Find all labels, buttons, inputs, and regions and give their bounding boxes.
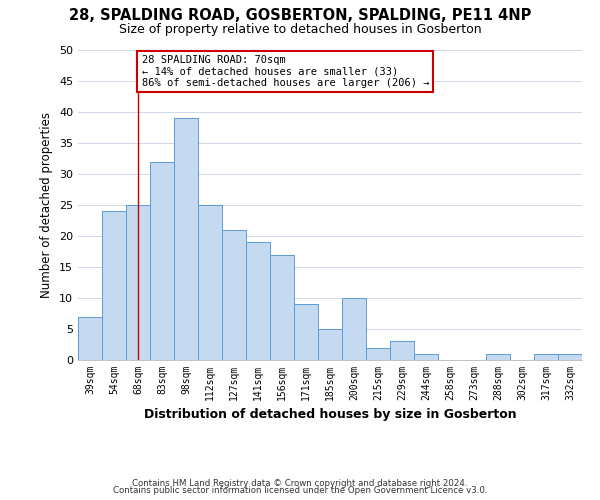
Bar <box>318 329 342 360</box>
Bar <box>558 354 582 360</box>
Bar <box>246 242 270 360</box>
Bar <box>150 162 174 360</box>
Bar <box>270 254 294 360</box>
Bar <box>342 298 366 360</box>
Text: Contains public sector information licensed under the Open Government Licence v3: Contains public sector information licen… <box>113 486 487 495</box>
Bar <box>198 205 222 360</box>
X-axis label: Distribution of detached houses by size in Gosberton: Distribution of detached houses by size … <box>143 408 517 422</box>
Text: 28, SPALDING ROAD, GOSBERTON, SPALDING, PE11 4NP: 28, SPALDING ROAD, GOSBERTON, SPALDING, … <box>69 8 531 22</box>
Bar <box>174 118 198 360</box>
Text: Size of property relative to detached houses in Gosberton: Size of property relative to detached ho… <box>119 22 481 36</box>
Bar <box>102 211 126 360</box>
Text: 28 SPALDING ROAD: 70sqm
← 14% of detached houses are smaller (33)
86% of semi-de: 28 SPALDING ROAD: 70sqm ← 14% of detache… <box>142 55 429 88</box>
Bar <box>414 354 438 360</box>
Bar <box>390 342 414 360</box>
Bar <box>486 354 510 360</box>
Bar <box>534 354 558 360</box>
Bar <box>126 205 150 360</box>
Text: Contains HM Land Registry data © Crown copyright and database right 2024.: Contains HM Land Registry data © Crown c… <box>132 478 468 488</box>
Bar <box>366 348 390 360</box>
Bar <box>294 304 318 360</box>
Bar <box>222 230 246 360</box>
Bar <box>78 316 102 360</box>
Y-axis label: Number of detached properties: Number of detached properties <box>40 112 53 298</box>
